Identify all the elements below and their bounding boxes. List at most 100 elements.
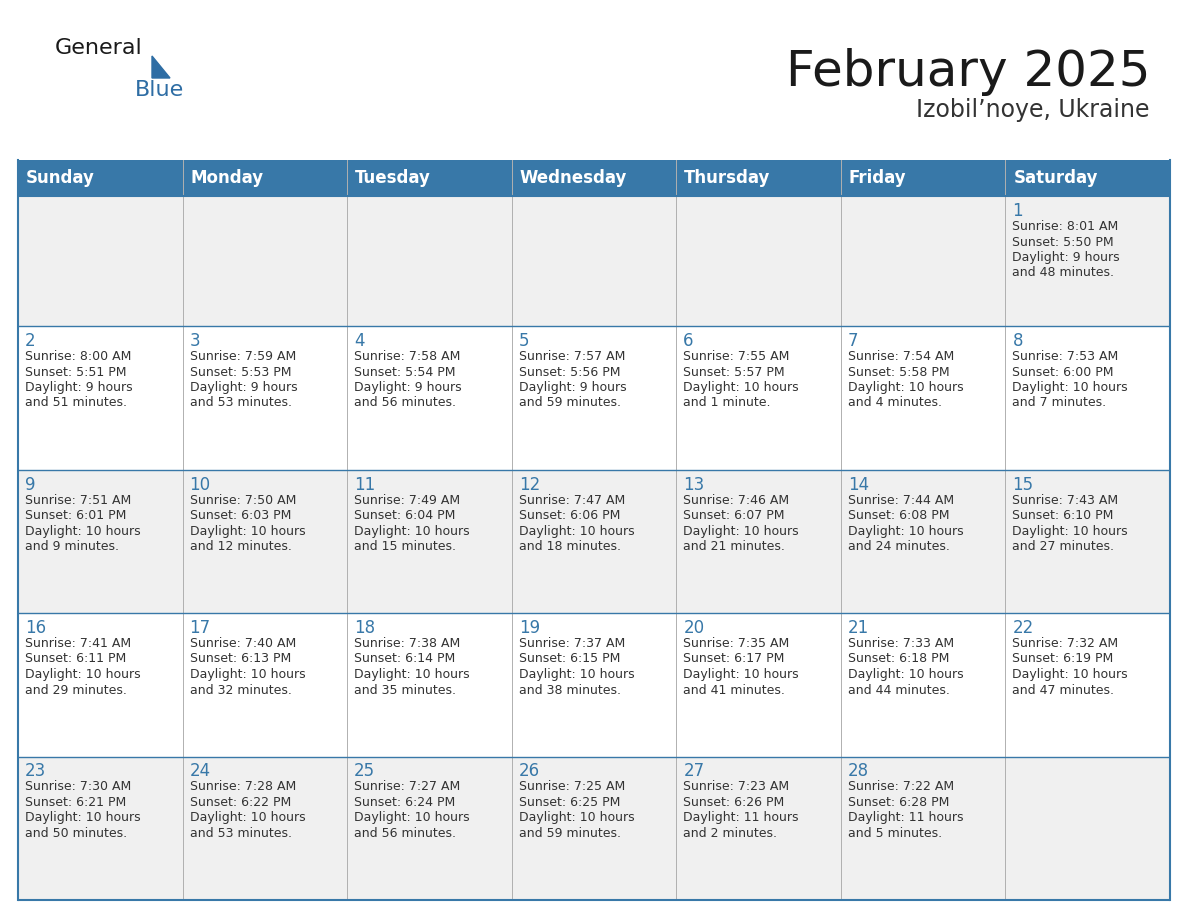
Text: and 4 minutes.: and 4 minutes. bbox=[848, 397, 942, 409]
Text: 9: 9 bbox=[25, 476, 36, 494]
Text: Sunrise: 7:50 AM: Sunrise: 7:50 AM bbox=[190, 494, 296, 507]
Text: Sunrise: 7:33 AM: Sunrise: 7:33 AM bbox=[848, 637, 954, 650]
Text: and 41 minutes.: and 41 minutes. bbox=[683, 684, 785, 697]
Text: 3: 3 bbox=[190, 332, 201, 350]
Text: Sunset: 6:10 PM: Sunset: 6:10 PM bbox=[1012, 509, 1114, 522]
Text: Daylight: 9 hours: Daylight: 9 hours bbox=[354, 381, 462, 394]
Text: 5: 5 bbox=[519, 332, 529, 350]
Bar bbox=[18, 196, 1170, 326]
Text: Sunset: 6:08 PM: Sunset: 6:08 PM bbox=[848, 509, 949, 522]
Text: Sunset: 6:26 PM: Sunset: 6:26 PM bbox=[683, 796, 784, 809]
Text: Wednesday: Wednesday bbox=[519, 169, 627, 187]
Text: 26: 26 bbox=[519, 763, 539, 780]
Text: and 24 minutes.: and 24 minutes. bbox=[848, 540, 949, 553]
Text: Sunrise: 7:44 AM: Sunrise: 7:44 AM bbox=[848, 494, 954, 507]
Text: and 53 minutes.: and 53 minutes. bbox=[190, 827, 291, 840]
Polygon shape bbox=[152, 56, 170, 78]
Text: and 1 minute.: and 1 minute. bbox=[683, 397, 771, 409]
Text: Daylight: 10 hours: Daylight: 10 hours bbox=[25, 812, 140, 824]
Text: and 59 minutes.: and 59 minutes. bbox=[519, 827, 620, 840]
Text: and 12 minutes.: and 12 minutes. bbox=[190, 540, 291, 553]
Text: Daylight: 10 hours: Daylight: 10 hours bbox=[354, 524, 469, 538]
Text: 13: 13 bbox=[683, 476, 704, 494]
Text: 15: 15 bbox=[1012, 476, 1034, 494]
Bar bbox=[18, 326, 1170, 469]
Text: 12: 12 bbox=[519, 476, 541, 494]
Text: 22: 22 bbox=[1012, 619, 1034, 637]
Text: Daylight: 9 hours: Daylight: 9 hours bbox=[25, 381, 133, 394]
Text: Sunset: 6:04 PM: Sunset: 6:04 PM bbox=[354, 509, 455, 522]
Text: Sunrise: 7:41 AM: Sunrise: 7:41 AM bbox=[25, 637, 131, 650]
Text: Daylight: 10 hours: Daylight: 10 hours bbox=[519, 812, 634, 824]
Text: Sunset: 6:14 PM: Sunset: 6:14 PM bbox=[354, 653, 455, 666]
Text: Izobil’noye, Ukraine: Izobil’noye, Ukraine bbox=[916, 98, 1150, 122]
Text: Daylight: 9 hours: Daylight: 9 hours bbox=[1012, 251, 1120, 264]
Bar bbox=[18, 756, 1170, 900]
Text: Sunrise: 7:59 AM: Sunrise: 7:59 AM bbox=[190, 350, 296, 363]
Text: and 7 minutes.: and 7 minutes. bbox=[1012, 397, 1106, 409]
Text: Sunrise: 7:38 AM: Sunrise: 7:38 AM bbox=[354, 637, 461, 650]
Text: Tuesday: Tuesday bbox=[355, 169, 431, 187]
Text: Daylight: 10 hours: Daylight: 10 hours bbox=[1012, 381, 1129, 394]
Text: Sunrise: 7:27 AM: Sunrise: 7:27 AM bbox=[354, 780, 461, 793]
Text: Sunrise: 7:57 AM: Sunrise: 7:57 AM bbox=[519, 350, 625, 363]
Text: Sunrise: 7:30 AM: Sunrise: 7:30 AM bbox=[25, 780, 131, 793]
Text: Daylight: 10 hours: Daylight: 10 hours bbox=[848, 524, 963, 538]
Text: and 29 minutes.: and 29 minutes. bbox=[25, 684, 127, 697]
Text: Daylight: 10 hours: Daylight: 10 hours bbox=[848, 381, 963, 394]
Text: 1: 1 bbox=[1012, 202, 1023, 220]
Text: and 48 minutes.: and 48 minutes. bbox=[1012, 266, 1114, 279]
Text: Sunset: 6:18 PM: Sunset: 6:18 PM bbox=[848, 653, 949, 666]
Text: and 18 minutes.: and 18 minutes. bbox=[519, 540, 620, 553]
Text: Saturday: Saturday bbox=[1013, 169, 1098, 187]
Text: Sunrise: 7:47 AM: Sunrise: 7:47 AM bbox=[519, 494, 625, 507]
Text: Daylight: 10 hours: Daylight: 10 hours bbox=[190, 524, 305, 538]
Text: Sunset: 6:25 PM: Sunset: 6:25 PM bbox=[519, 796, 620, 809]
Text: 2: 2 bbox=[25, 332, 36, 350]
Text: Sunrise: 7:37 AM: Sunrise: 7:37 AM bbox=[519, 637, 625, 650]
Text: 28: 28 bbox=[848, 763, 868, 780]
Text: Sunrise: 7:46 AM: Sunrise: 7:46 AM bbox=[683, 494, 789, 507]
Text: Sunset: 5:58 PM: Sunset: 5:58 PM bbox=[848, 365, 949, 378]
Text: 10: 10 bbox=[190, 476, 210, 494]
Text: Sunrise: 7:23 AM: Sunrise: 7:23 AM bbox=[683, 780, 789, 793]
Text: Daylight: 10 hours: Daylight: 10 hours bbox=[519, 524, 634, 538]
Text: Sunrise: 7:55 AM: Sunrise: 7:55 AM bbox=[683, 350, 790, 363]
Text: February 2025: February 2025 bbox=[785, 48, 1150, 96]
Text: 4: 4 bbox=[354, 332, 365, 350]
Text: 14: 14 bbox=[848, 476, 868, 494]
Text: Sunrise: 7:58 AM: Sunrise: 7:58 AM bbox=[354, 350, 461, 363]
Text: Sunrise: 7:49 AM: Sunrise: 7:49 AM bbox=[354, 494, 460, 507]
Text: Sunday: Sunday bbox=[26, 169, 95, 187]
Text: Sunrise: 7:54 AM: Sunrise: 7:54 AM bbox=[848, 350, 954, 363]
Text: 21: 21 bbox=[848, 619, 870, 637]
Text: Daylight: 10 hours: Daylight: 10 hours bbox=[683, 668, 798, 681]
Text: Sunrise: 7:51 AM: Sunrise: 7:51 AM bbox=[25, 494, 131, 507]
Text: 27: 27 bbox=[683, 763, 704, 780]
Text: Daylight: 10 hours: Daylight: 10 hours bbox=[190, 812, 305, 824]
Text: Daylight: 10 hours: Daylight: 10 hours bbox=[190, 668, 305, 681]
Text: General: General bbox=[55, 38, 143, 58]
Text: Daylight: 10 hours: Daylight: 10 hours bbox=[354, 812, 469, 824]
Text: and 47 minutes.: and 47 minutes. bbox=[1012, 684, 1114, 697]
Bar bbox=[18, 160, 1170, 196]
Text: Sunrise: 8:01 AM: Sunrise: 8:01 AM bbox=[1012, 220, 1119, 233]
Text: Sunrise: 8:00 AM: Sunrise: 8:00 AM bbox=[25, 350, 132, 363]
Text: Sunset: 6:22 PM: Sunset: 6:22 PM bbox=[190, 796, 291, 809]
Text: Daylight: 11 hours: Daylight: 11 hours bbox=[683, 812, 798, 824]
Text: 6: 6 bbox=[683, 332, 694, 350]
Text: Sunrise: 7:32 AM: Sunrise: 7:32 AM bbox=[1012, 637, 1119, 650]
Text: Daylight: 9 hours: Daylight: 9 hours bbox=[519, 381, 626, 394]
Text: Sunset: 6:03 PM: Sunset: 6:03 PM bbox=[190, 509, 291, 522]
Text: Daylight: 10 hours: Daylight: 10 hours bbox=[354, 668, 469, 681]
Text: Sunset: 6:15 PM: Sunset: 6:15 PM bbox=[519, 653, 620, 666]
Text: Sunset: 6:24 PM: Sunset: 6:24 PM bbox=[354, 796, 455, 809]
Bar bbox=[18, 613, 1170, 756]
Text: and 50 minutes.: and 50 minutes. bbox=[25, 827, 127, 840]
Text: 25: 25 bbox=[354, 763, 375, 780]
Text: and 56 minutes.: and 56 minutes. bbox=[354, 827, 456, 840]
Text: Sunrise: 7:43 AM: Sunrise: 7:43 AM bbox=[1012, 494, 1119, 507]
Text: and 2 minutes.: and 2 minutes. bbox=[683, 827, 777, 840]
Text: Sunrise: 7:25 AM: Sunrise: 7:25 AM bbox=[519, 780, 625, 793]
Text: Daylight: 10 hours: Daylight: 10 hours bbox=[1012, 668, 1129, 681]
